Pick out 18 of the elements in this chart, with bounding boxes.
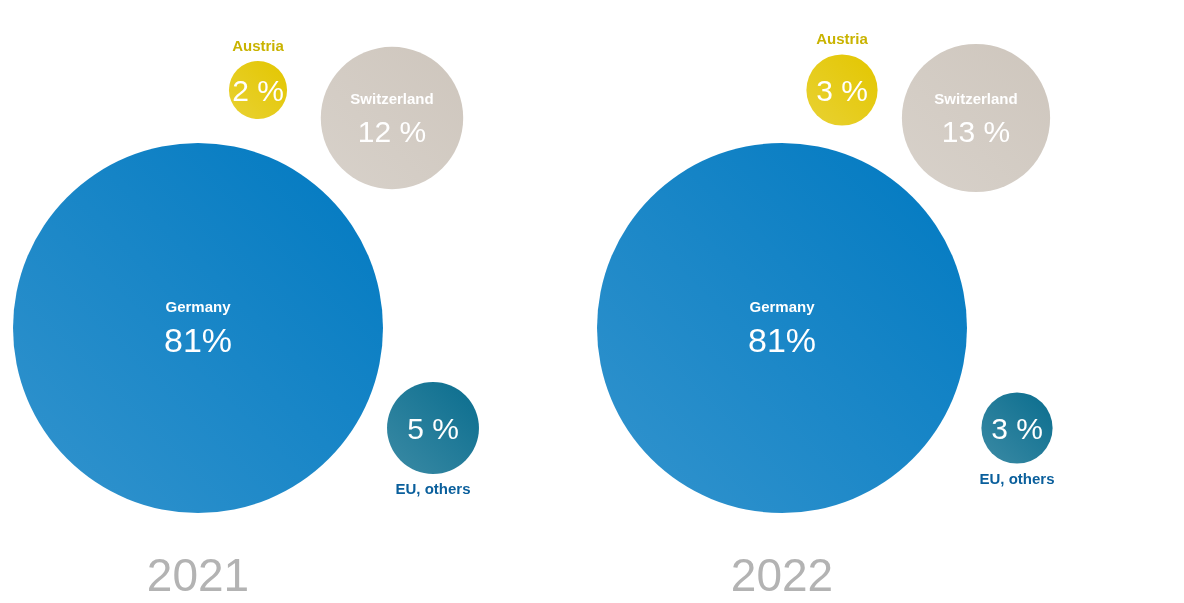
category-label: Austria	[232, 36, 285, 54]
data-label: 5 %	[407, 412, 459, 445]
data-label: 3 %	[991, 412, 1043, 445]
data-label: 81%	[747, 321, 817, 359]
category-label: EU, others	[979, 469, 1055, 487]
data-label: 13 %	[941, 115, 1011, 148]
text: 2022	[729, 548, 835, 602]
category-label: Germany	[165, 298, 232, 315]
data-label: 81%	[163, 321, 233, 359]
category-label: Switzerland	[934, 90, 1018, 107]
data-label: 12 %	[357, 115, 427, 148]
category-label: EU, others	[395, 479, 471, 497]
category-label: Germany	[749, 298, 816, 315]
category-label: Switzerland	[350, 90, 434, 107]
category-label: Austria	[816, 30, 869, 48]
data-label: 3 %	[816, 74, 868, 107]
data-label: 2 %	[232, 74, 284, 107]
text: 2021	[145, 548, 251, 602]
